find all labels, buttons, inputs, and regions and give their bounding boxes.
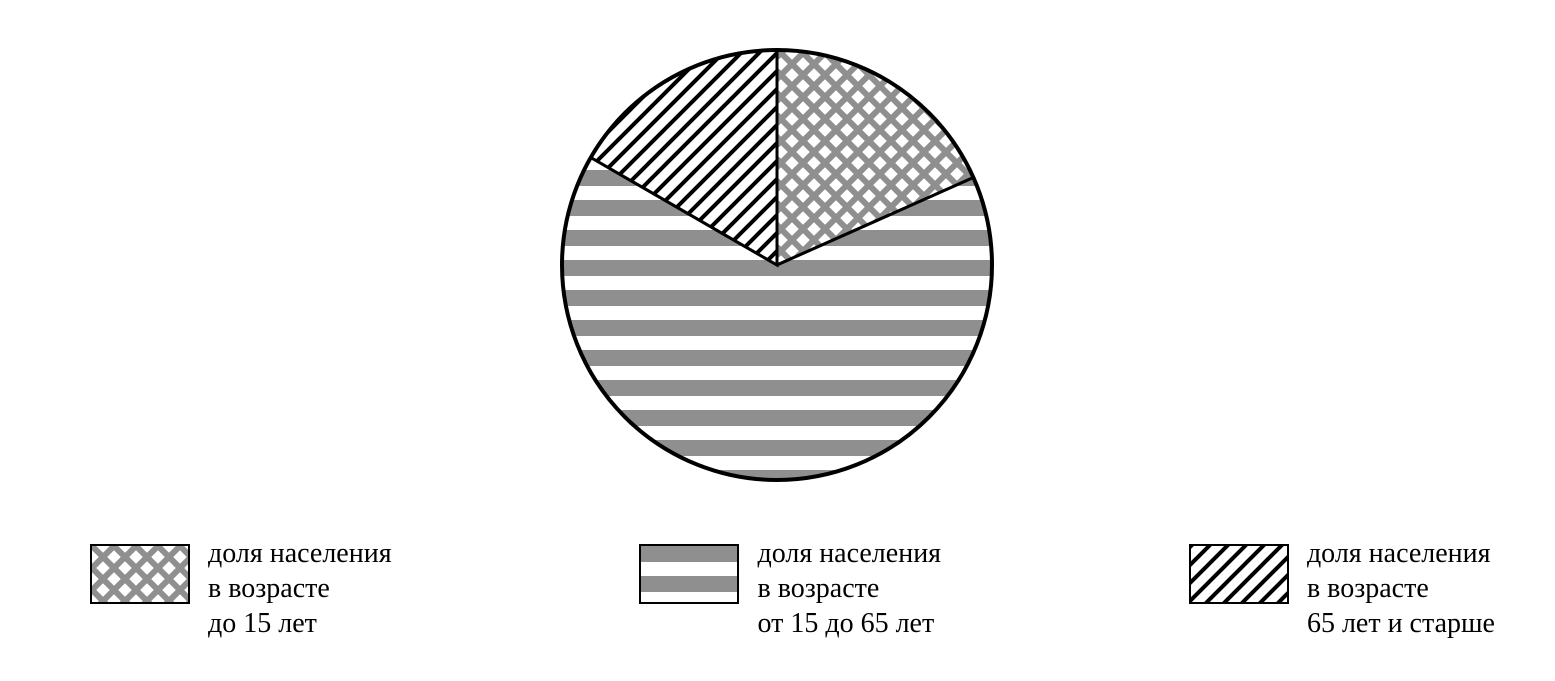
legend-label-15to65: доля населения в возрасте от 15 до 65 ле… <box>757 536 941 641</box>
legend-label-65plus: доля населения в возрасте 65 лет и старш… <box>1307 536 1495 641</box>
legend-label-under15: доля населения в возрасте до 15 лет <box>208 536 392 641</box>
crosshatch-icon <box>92 546 188 602</box>
hstripes-icon <box>641 546 737 602</box>
diagonal-icon <box>1191 546 1287 602</box>
pie-chart-figure: доля населения в возрасте до 15 лет доля… <box>0 0 1555 681</box>
legend-swatch-15to65 <box>639 544 739 604</box>
legend-swatch-under15 <box>90 544 190 604</box>
pie-chart-svg <box>0 20 1555 520</box>
legend-item-under15: доля населения в возрасте до 15 лет <box>90 536 392 641</box>
legend: доля населения в возрасте до 15 лет доля… <box>90 536 1495 641</box>
legend-item-65plus: доля населения в возрасте 65 лет и старш… <box>1189 536 1495 641</box>
pie-chart-area <box>0 0 1555 520</box>
legend-item-15to65: доля населения в возрасте от 15 до 65 ле… <box>639 536 941 641</box>
legend-swatch-65plus <box>1189 544 1289 604</box>
